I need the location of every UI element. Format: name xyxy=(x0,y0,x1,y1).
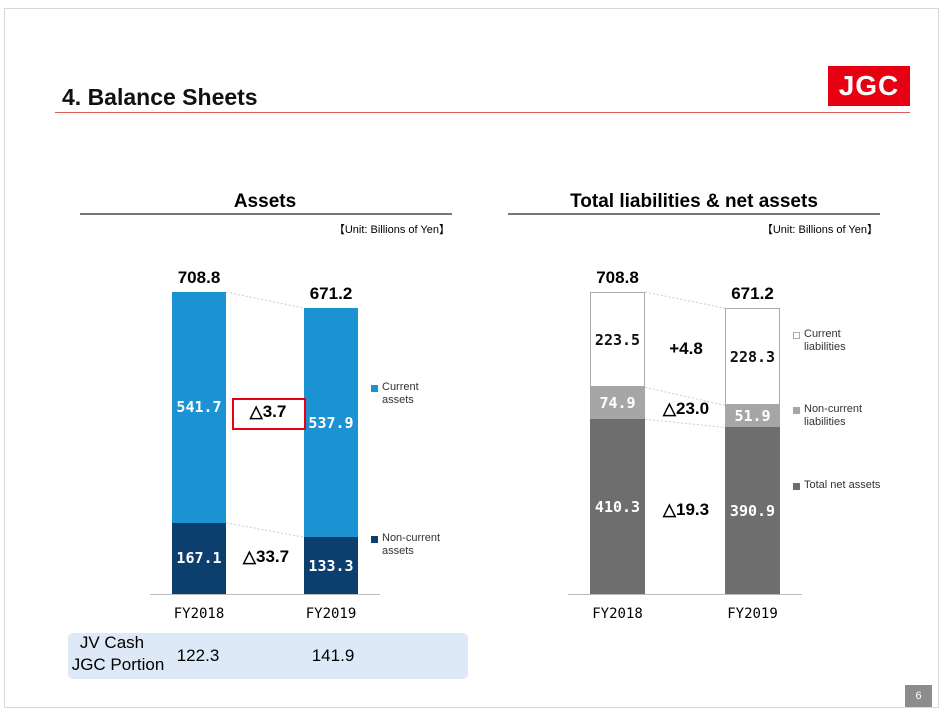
x-tick-label: FY2018 xyxy=(173,606,225,622)
legend-swatch xyxy=(793,332,800,339)
data-label: 133.3 xyxy=(308,556,354,575)
data-label: 390.9 xyxy=(729,501,776,520)
connector xyxy=(225,522,305,538)
bar-segment xyxy=(590,419,645,594)
highlight-box xyxy=(232,398,306,430)
title-rule xyxy=(508,213,880,215)
page-number: 6 xyxy=(905,685,932,707)
annotation: △23.0 xyxy=(662,399,710,418)
x-axis xyxy=(568,594,802,595)
bar-segment xyxy=(725,308,780,406)
total-label: 708.8 xyxy=(177,268,221,288)
bar-segment xyxy=(590,387,645,420)
data-label: 223.5 xyxy=(594,330,641,349)
title-rule xyxy=(55,112,910,113)
legend-swatch xyxy=(371,385,378,392)
x-tick-label: FY2018 xyxy=(592,606,643,622)
chart-title: Assets xyxy=(233,191,297,212)
data-label: 541.7 xyxy=(176,398,222,417)
x-tick-label: FY2019 xyxy=(305,606,357,622)
bar-segment xyxy=(304,537,358,594)
data-label: 51.9 xyxy=(734,407,771,426)
bar-segment xyxy=(725,427,780,594)
legend-label: Non-current liabilities xyxy=(804,403,863,428)
jv-cash-label: JV Cash xyxy=(79,633,145,652)
data-label: 74.9 xyxy=(599,394,636,413)
annotation: △19.3 xyxy=(662,500,710,519)
data-label: 410.3 xyxy=(594,497,641,516)
total-label: 671.2 xyxy=(731,284,774,304)
legend-label: Total net assets xyxy=(804,479,881,491)
jv-cash-label: JGC Portion xyxy=(71,655,165,674)
legend-swatch xyxy=(793,407,800,414)
bar-segment xyxy=(172,522,226,594)
annotation: △3.7 xyxy=(249,402,287,421)
annotation: △33.7 xyxy=(242,547,290,566)
jv-cash-value: 122.3 xyxy=(176,646,220,665)
title-rule xyxy=(80,213,452,215)
connector xyxy=(644,386,726,406)
total-label: 671.2 xyxy=(309,284,353,304)
slide-title: 4. Balance Sheets xyxy=(62,84,258,110)
connector xyxy=(225,291,305,309)
connector xyxy=(644,418,726,428)
data-label: 537.9 xyxy=(308,413,354,432)
unit-note: 【Unit: Billions of Yen】 xyxy=(761,224,878,236)
legend-label: Non-current assets xyxy=(382,532,441,557)
data-label: 228.3 xyxy=(729,347,776,366)
annotation: +4.8 xyxy=(669,339,703,358)
x-tick-label: FY2019 xyxy=(727,606,778,622)
slide-frame xyxy=(4,8,939,708)
bar-segment xyxy=(304,308,358,538)
unit-note: 【Unit: Billions of Yen】 xyxy=(333,224,450,236)
bar-segment xyxy=(172,292,226,523)
x-axis xyxy=(150,594,380,595)
jv-cash-box xyxy=(68,633,468,679)
logo: JGC xyxy=(828,66,910,106)
total-label: 708.8 xyxy=(596,268,639,288)
bar-segment xyxy=(725,405,780,428)
legend-swatch xyxy=(793,483,800,490)
data-label: 167.1 xyxy=(176,549,222,568)
chart-title: Total liabilities & net assets xyxy=(570,191,818,212)
legend-label: Current assets xyxy=(382,381,419,406)
legend-swatch xyxy=(371,536,378,543)
bar-segment xyxy=(590,292,645,388)
jv-cash-value: 141.9 xyxy=(311,646,355,665)
legend-label: Current liabilities xyxy=(804,328,846,353)
connector xyxy=(644,291,726,309)
